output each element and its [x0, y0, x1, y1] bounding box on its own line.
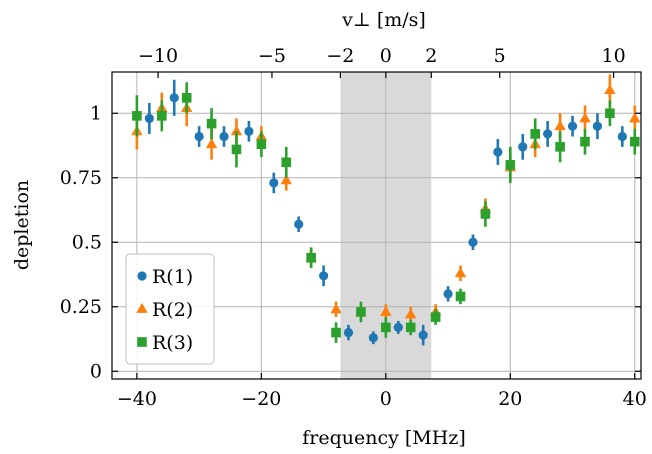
data-point — [280, 174, 292, 185]
data-point — [256, 139, 267, 150]
data-point — [629, 112, 641, 123]
data-point — [629, 136, 640, 147]
top-tick-label: 10 — [602, 45, 626, 67]
data-point — [294, 219, 304, 229]
data-point — [356, 307, 366, 317]
data-point — [430, 312, 441, 322]
legend-label: R(1) — [152, 266, 193, 288]
data-point — [617, 131, 627, 142]
data-point — [543, 129, 553, 139]
data-point — [381, 322, 391, 333]
plot-frame — [111, 71, 642, 380]
legend-box — [125, 253, 215, 365]
legend-label: R(3) — [152, 332, 193, 354]
y-tick-label: 0.25 — [60, 296, 102, 318]
data-point — [194, 131, 204, 142]
data-point — [592, 121, 603, 131]
data-point — [554, 120, 566, 131]
data-point — [144, 113, 154, 124]
legend-marker — [136, 303, 148, 313]
data-point — [368, 333, 378, 343]
x-tick-label: 40 — [623, 388, 647, 410]
x-tick-label: −40 — [117, 388, 157, 410]
data-point — [230, 125, 243, 136]
legend-marker — [137, 271, 147, 281]
data-point — [343, 327, 354, 338]
top-tick-label: 5 — [494, 45, 506, 67]
data-point — [231, 144, 242, 155]
data-point — [567, 121, 578, 131]
top-tick-label: 2 — [425, 45, 437, 67]
top-axis-label: v⊥ [m/s] — [341, 9, 426, 31]
data-point — [555, 142, 565, 152]
data-point — [269, 178, 279, 188]
data-point — [579, 112, 591, 123]
grid-lines — [112, 72, 641, 379]
data-point — [206, 118, 217, 129]
data-point — [156, 111, 167, 121]
data-point — [405, 308, 417, 319]
series-3 — [132, 82, 640, 343]
top-tick-label: −10 — [138, 45, 178, 67]
data-point — [493, 147, 503, 157]
data-point — [604, 84, 616, 94]
x-tick-label: 20 — [498, 388, 522, 410]
data-point — [281, 157, 292, 168]
data-point — [418, 330, 428, 340]
data-point — [580, 136, 590, 147]
data-point — [393, 322, 403, 333]
top-tick-label: 0 — [380, 45, 392, 67]
data-point — [306, 252, 316, 263]
y-tick-label: 0 — [90, 360, 102, 382]
data-point — [380, 305, 392, 316]
top-tick-label: −2 — [326, 45, 354, 67]
x-tick-label: 0 — [380, 388, 392, 410]
x-tick-label: −20 — [241, 388, 281, 410]
legend-marker — [137, 337, 147, 347]
data-point — [480, 209, 491, 219]
y-tick-label: 1 — [90, 102, 102, 124]
y-tick-label: 0.5 — [72, 231, 102, 253]
data-point — [132, 111, 142, 121]
data-point — [530, 129, 540, 139]
y-axis-label: depletion — [11, 180, 33, 270]
data-point — [205, 138, 218, 149]
legend: R(1) R(2) R(3) — [125, 253, 215, 365]
x-axis-label: frequency [MHz] — [302, 427, 466, 449]
data-point — [605, 108, 615, 119]
y-tick-label: 0.75 — [60, 167, 102, 189]
data-point — [319, 271, 329, 281]
data-point — [454, 267, 467, 278]
data-point — [169, 93, 179, 103]
top-tick-label: −5 — [258, 45, 286, 67]
data-point — [468, 237, 478, 247]
data-point — [443, 289, 453, 299]
data-point — [330, 303, 342, 314]
data-point — [505, 160, 516, 170]
data-point — [181, 92, 192, 103]
legend-label: R(2) — [152, 299, 193, 321]
data-point — [405, 322, 416, 333]
data-point — [331, 327, 341, 338]
series-1 — [144, 79, 627, 346]
data-point — [244, 126, 254, 136]
data-series — [131, 74, 641, 346]
data-point — [219, 131, 229, 142]
data-point — [518, 142, 528, 152]
data-point — [455, 291, 466, 302]
